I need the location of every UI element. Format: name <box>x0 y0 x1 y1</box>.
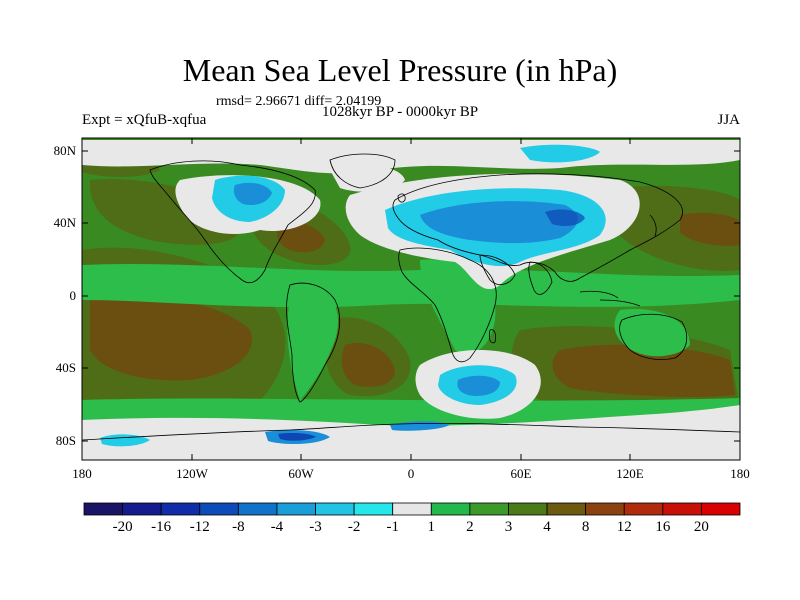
lon-label-0: 0 <box>407 466 415 481</box>
colorbar-label: -2 <box>347 519 361 535</box>
coast-south-america <box>286 282 341 403</box>
coast-japan <box>649 214 657 237</box>
colorbar-label: 4 <box>543 519 551 535</box>
colorbar-label: -16 <box>151 519 172 535</box>
colorbar-label: 16 <box>655 519 671 535</box>
lat-label-80s: 80S <box>55 433 76 448</box>
coast-greenland <box>329 153 396 189</box>
colorbar-swatch <box>392 502 432 516</box>
lon-label-60e: 60E <box>510 466 532 481</box>
coast-north-america <box>149 160 316 284</box>
field-brown-pacific-south <box>90 296 252 381</box>
coastlines <box>82 153 740 441</box>
colorbar-swatch <box>83 502 123 516</box>
field-lightgreen-tropics <box>82 263 740 308</box>
coast-arabia <box>479 254 516 285</box>
colorbar-swatch <box>546 502 587 516</box>
colorbar-label: 1 <box>427 519 436 535</box>
colorbar-label: 3 <box>504 519 513 535</box>
lat-label-40n: 40N <box>53 215 76 230</box>
coast-europe-asia <box>392 173 683 282</box>
colorbar-label: -12 <box>189 519 210 535</box>
coast-india <box>528 261 553 295</box>
lat-label-40s: 40S <box>55 360 76 375</box>
experiment-label: Expt = xQfuB-xqfua <box>82 112 207 128</box>
field-darkblue-asia <box>545 209 585 226</box>
lon-label-60w: 60W <box>288 466 314 481</box>
lon-label-180w: 180 <box>72 466 92 481</box>
colorbar-label: -8 <box>232 519 245 535</box>
coast-uk <box>397 193 406 203</box>
colorbar-label: -3 <box>309 519 322 535</box>
field-blue-eurasia <box>420 201 578 244</box>
colorbar-label: -4 <box>270 519 284 535</box>
colorbar-swatch <box>199 502 239 516</box>
pressure-field <box>82 138 740 460</box>
field-blue-south-atlantic <box>457 375 500 396</box>
field-lightgreen-south-america <box>287 284 339 400</box>
colorbar-swatch <box>508 502 548 516</box>
coast-africa <box>398 247 497 363</box>
colorbar-swatch <box>315 502 355 516</box>
colorbar-label: -20 <box>112 519 133 535</box>
colorbar-swatch <box>623 502 664 516</box>
field-grey-antarctic <box>82 405 740 460</box>
lon-label-120w: 120W <box>176 466 208 481</box>
coast-antarctica <box>82 422 740 441</box>
field-cyan-antarctic-ross <box>100 434 150 447</box>
colorbar-swatch <box>430 502 471 516</box>
field-cyan-arctic <box>520 144 600 163</box>
colorbar-label: 2 <box>466 519 474 535</box>
colorbar-label: 12 <box>616 519 632 535</box>
field-lightgreen-australia <box>614 309 690 357</box>
field-grey-greenland <box>330 164 405 192</box>
colorbar-label: 20 <box>693 519 709 535</box>
colorbar-swatch <box>160 502 201 516</box>
stats-text: rmsd= 2.96671 diff= 2.04199 <box>216 94 382 109</box>
season-label: JJA <box>717 112 740 128</box>
coast-indonesia <box>579 290 641 307</box>
coast-australia <box>619 313 688 360</box>
field-blue-north-america <box>233 182 272 205</box>
colorbar-swatch <box>469 502 509 516</box>
lon-label-180e: 180 <box>730 466 750 481</box>
lat-ticks <box>82 150 740 442</box>
colorbar-swatch <box>585 502 625 516</box>
period-label: 1028kyr BP - 0000kyr BP <box>321 104 479 120</box>
colorbar-swatch <box>701 502 741 516</box>
colorbar-swatch <box>353 502 394 516</box>
lon-label-120e: 120E <box>616 466 644 481</box>
lon-ticks <box>81 138 741 460</box>
colorbar <box>83 502 741 516</box>
field-brown-indian <box>552 344 735 398</box>
coast-madagascar <box>488 329 497 344</box>
colorbar-swatch <box>122 502 162 516</box>
colorbar-label: -1 <box>386 519 399 535</box>
colorbar-swatch <box>237 502 278 516</box>
field-brown-atlantic-south <box>341 342 395 387</box>
colorbar-swatch <box>662 502 702 516</box>
field-darkblue-antarctic-west <box>278 433 316 441</box>
colorbar-swatch <box>276 502 316 516</box>
field-brown-pacific-nw <box>680 212 740 246</box>
lat-label-80n: 80N <box>53 143 76 158</box>
lat-label-0: 0 <box>69 288 77 303</box>
colorbar-label: 8 <box>581 519 590 535</box>
field-brown-atlantic-north <box>277 222 325 253</box>
page-title: Mean Sea Level Pressure (in hPa) <box>182 52 618 88</box>
